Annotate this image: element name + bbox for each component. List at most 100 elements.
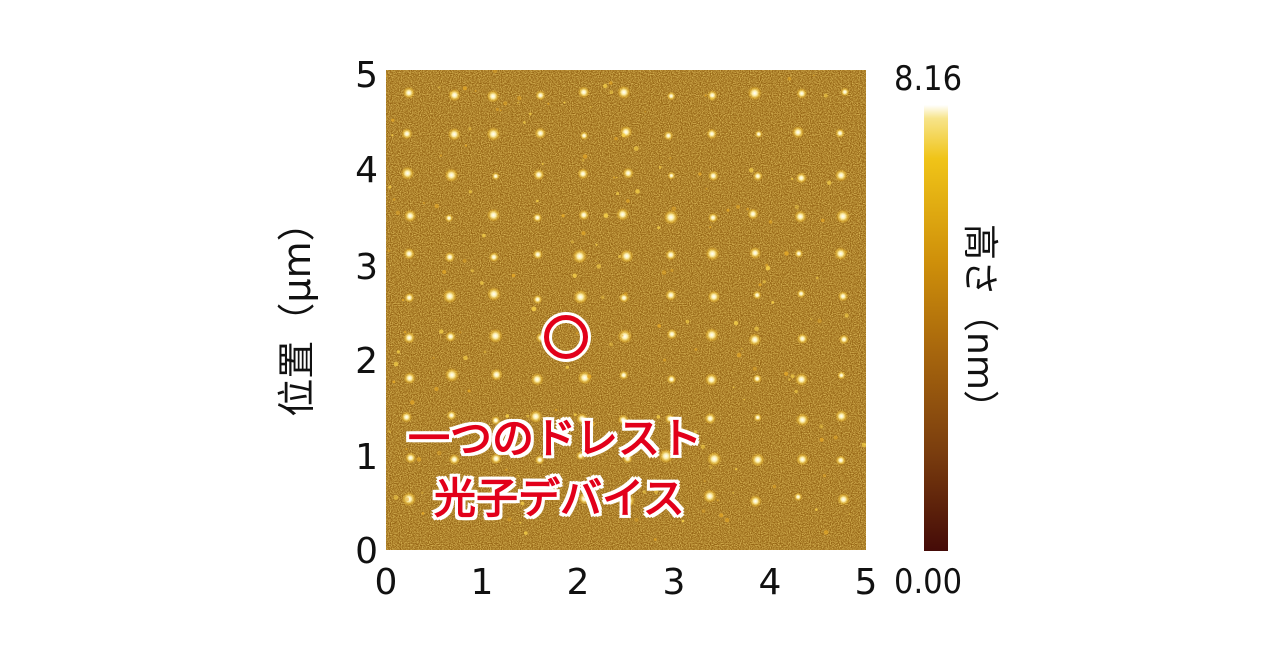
nanodot: [835, 128, 845, 139]
nanodot: [578, 492, 591, 505]
nanodot: [446, 410, 457, 421]
nanodot: [622, 167, 634, 179]
nanodot: [702, 489, 717, 504]
surface-speck: [848, 513, 851, 515]
surface-speck: [536, 199, 539, 203]
nanodot: [706, 451, 722, 467]
surface-speck: [517, 101, 519, 104]
nanodot: [663, 130, 674, 141]
surface-speck: [595, 243, 598, 246]
surface-speck: [517, 474, 520, 477]
nanodot: [617, 85, 631, 100]
nanodot: [448, 88, 461, 102]
surface-speck: [784, 371, 789, 376]
surface-speck: [716, 499, 719, 502]
nanodot: [793, 492, 803, 502]
nanodot: [533, 494, 543, 503]
nanodot: [704, 372, 719, 387]
nanodot: [404, 452, 417, 464]
surface-speck: [573, 413, 577, 417]
surface-speck: [462, 259, 467, 263]
surface-speck: [528, 112, 532, 116]
surface-speck: [459, 331, 462, 334]
nanodot: [796, 333, 808, 345]
nanodot: [705, 246, 720, 261]
y-tick-0: 0: [355, 531, 378, 572]
surface-speck: [791, 177, 794, 180]
surface-speck: [833, 435, 838, 440]
surface-speck: [507, 517, 512, 522]
y-tick-1: 1: [355, 437, 378, 478]
annotation-line-2: 光子デバイス: [434, 474, 685, 523]
surface-speck: [732, 492, 735, 494]
surface-speck: [416, 457, 422, 462]
surface-speck: [758, 283, 762, 287]
nanodot: [795, 172, 807, 184]
height-colorbar: [924, 105, 948, 551]
nanodot: [488, 251, 500, 263]
surface-speck: [732, 386, 735, 389]
surface-speck: [794, 389, 798, 394]
surface-speck: [603, 213, 609, 218]
nanodot: [618, 370, 629, 381]
surface-speck: [616, 191, 620, 196]
surface-speck: [819, 437, 824, 442]
nanodot: [835, 455, 846, 466]
surface-speck: [590, 106, 592, 108]
surface-speck: [815, 276, 819, 280]
nanodot: [667, 171, 676, 180]
surface-speck: [434, 203, 439, 209]
surface-speck: [822, 474, 827, 478]
nanodot: [448, 453, 460, 466]
surface-speck: [772, 484, 777, 489]
surface-speck: [635, 189, 640, 194]
surface-speck: [439, 329, 444, 334]
surface-speck: [422, 201, 426, 205]
nanodot: [707, 290, 721, 304]
nanodot: [794, 210, 807, 224]
surface-speck: [554, 408, 558, 412]
nanodot: [747, 86, 762, 101]
surface-speck: [845, 250, 848, 253]
nanodot: [403, 247, 416, 260]
nanodot: [707, 170, 719, 182]
nanodot: [444, 251, 456, 263]
nanodot: [664, 413, 675, 424]
surface-speck: [752, 366, 757, 371]
surface-speck: [405, 497, 410, 502]
colorbar-min-label: 0.00: [894, 562, 963, 602]
surface-speck: [694, 348, 698, 351]
nanodot: [400, 166, 415, 181]
surface-speck: [658, 165, 662, 169]
surface-speck: [590, 421, 595, 426]
surface-speck: [483, 350, 487, 354]
nanodot: [403, 331, 416, 344]
surface-speck: [547, 102, 550, 105]
surface-speck: [581, 158, 585, 162]
surface-speck: [396, 350, 400, 354]
surface-speck: [393, 495, 399, 500]
surface-speck: [461, 483, 466, 488]
colorbar-max-label: 8.16: [894, 59, 963, 99]
nanodot: [485, 489, 501, 505]
nanodot: [579, 131, 589, 141]
surface-speck: [421, 491, 424, 494]
surface-speck: [709, 226, 712, 229]
surface-speck: [421, 512, 425, 515]
surface-speck: [817, 318, 822, 324]
surface-speck: [388, 430, 391, 433]
nanodot: [794, 372, 809, 387]
surface-speck: [391, 118, 395, 122]
surface-speck: [392, 198, 396, 201]
y-tick-4: 4: [355, 150, 378, 191]
surface-speck: [819, 424, 824, 429]
surface-speck: [700, 444, 706, 449]
surface-speck: [541, 163, 544, 165]
surface-speck: [492, 510, 497, 515]
nanodot: [447, 127, 461, 141]
surface-speck: [463, 355, 468, 361]
nanodot: [665, 289, 677, 301]
nanodot: [835, 209, 851, 224]
surface-speck: [492, 70, 498, 74]
surface-speck: [784, 251, 789, 256]
